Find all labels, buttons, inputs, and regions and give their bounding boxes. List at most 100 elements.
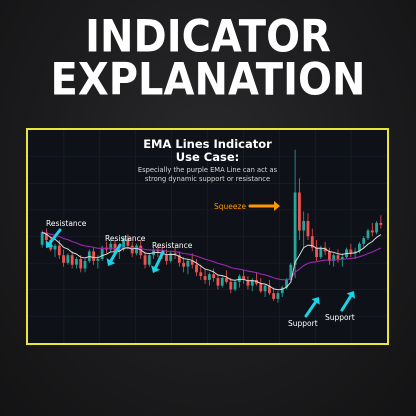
candle-body	[336, 255, 340, 259]
arrow-shaft	[154, 250, 165, 270]
candle-body	[375, 222, 378, 233]
arrow-head	[45, 240, 54, 248]
candle-body	[109, 243, 113, 250]
candle-body	[327, 251, 331, 261]
candle-body	[225, 278, 228, 282]
candle-body	[75, 259, 78, 265]
candle-body	[66, 255, 70, 263]
candle-body	[207, 274, 211, 280]
candle-body	[139, 245, 143, 256]
arrow-orange-icon	[248, 201, 280, 211]
candle-body	[289, 264, 293, 280]
arrow-shaft	[48, 228, 62, 245]
candle-body	[319, 247, 323, 258]
headline-line1: INDICATOR	[85, 11, 331, 63]
ema-layer	[41, 231, 382, 291]
candle-body	[186, 260, 190, 267]
candle-body	[358, 243, 361, 252]
candle-body	[92, 251, 96, 261]
candlestick-chart: Resistance Resistance Resistance Squeeze Sup…	[28, 130, 387, 343]
annotation-label: Squeeze	[214, 202, 246, 211]
candle-body	[315, 247, 318, 258]
candle-body	[165, 255, 168, 261]
candle-body	[169, 253, 173, 261]
arrow-cyan-icon	[106, 243, 122, 266]
candle-body	[53, 245, 57, 250]
candle-body	[250, 279, 254, 286]
candle-body	[177, 255, 181, 263]
candle-body	[135, 245, 138, 254]
candle-body	[362, 238, 366, 244]
annotation-label: Support	[325, 313, 355, 322]
arrow-head	[274, 201, 280, 211]
arrow-cyan-icon	[45, 228, 62, 248]
headline-line2: EXPLANATION	[50, 54, 366, 106]
arrow-cyan-icon	[340, 291, 356, 312]
candle-body	[182, 262, 186, 267]
arrow-head	[346, 291, 356, 299]
candle-body	[267, 285, 271, 294]
candle-body	[199, 272, 203, 277]
candle-body	[280, 287, 284, 294]
candle-body	[83, 260, 87, 269]
candle-body	[285, 279, 288, 288]
panel-desc-line1: Especially the purple EMA Line can act a…	[137, 166, 278, 174]
candle-body	[96, 259, 100, 261]
ema-white-line	[41, 231, 382, 291]
candle-body	[229, 281, 233, 290]
arrow-head	[311, 297, 320, 305]
candle-body	[259, 283, 263, 292]
arrow-shaft	[304, 300, 318, 318]
candle-body	[272, 293, 276, 299]
arrow-shaft	[340, 294, 353, 312]
candle-body	[310, 236, 314, 248]
candle-body	[143, 255, 147, 265]
candle-body	[40, 232, 44, 245]
candle-body	[276, 293, 280, 299]
annotation-label: Resistance	[105, 234, 146, 243]
candle-body	[263, 285, 267, 292]
candle-body	[216, 278, 220, 286]
ema-purple-line	[42, 231, 382, 281]
candle-body	[212, 274, 216, 278]
panel-title-line1: EMA Lines Indicator	[143, 137, 272, 151]
candle-body	[246, 279, 250, 286]
candle-body	[332, 255, 336, 261]
candle-body	[113, 243, 117, 252]
arrow-head	[151, 265, 161, 273]
annotation-label: Resistance	[46, 219, 87, 228]
candle-body	[147, 255, 151, 265]
annotation-label: Support	[288, 319, 318, 328]
candle-body	[190, 260, 194, 265]
candle-body	[122, 238, 126, 250]
candle-body	[379, 222, 383, 225]
candle-body	[242, 276, 246, 280]
candle-body	[366, 230, 370, 239]
candle-body	[126, 238, 130, 246]
candle-body	[349, 249, 353, 254]
candle-body	[233, 281, 237, 290]
panel-title-line2: Use Case:	[175, 150, 240, 164]
candle-body	[302, 221, 306, 231]
candle-body	[45, 232, 48, 240]
chart-grid	[28, 130, 387, 343]
candle-body	[293, 192, 297, 265]
arrow-shaft	[109, 243, 122, 263]
candle-body	[70, 255, 74, 265]
annotations-layer: Resistance Resistance Resistance Squeeze Sup…	[45, 201, 356, 328]
candle-body	[323, 247, 327, 252]
arrow-head	[106, 258, 116, 266]
candle-body	[220, 278, 224, 286]
candle-body	[57, 245, 61, 256]
arrow-cyan-icon	[151, 250, 165, 273]
chart-panel: Resistance Resistance Resistance Squeeze Sup…	[26, 128, 389, 345]
candle-body	[195, 264, 198, 273]
candle-body	[79, 259, 83, 269]
candle-body	[306, 221, 310, 237]
candle-body	[62, 255, 65, 263]
annotation-label: Resistance	[152, 241, 193, 250]
panel-desc-line2: strong dynamic support or resistance	[144, 175, 271, 183]
candle-body	[203, 276, 207, 280]
candle-body	[100, 247, 104, 259]
candle-body	[297, 192, 301, 231]
